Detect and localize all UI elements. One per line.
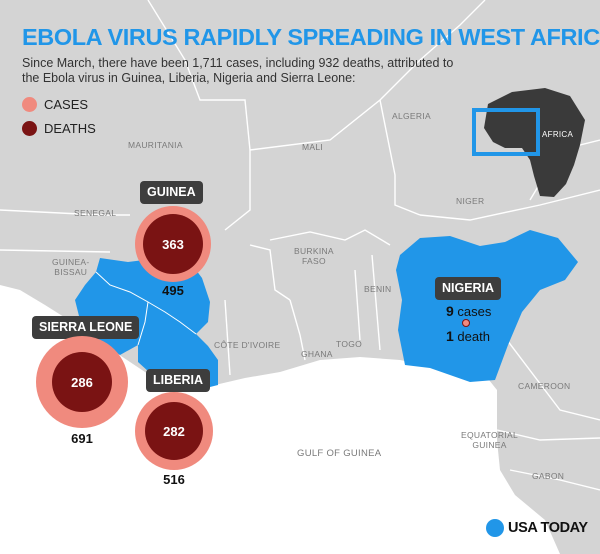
nigeria-cases: 9 cases <box>446 303 491 319</box>
nigeria-tag: NIGERIA <box>435 277 502 300</box>
nigeria-deaths-word: death <box>457 329 490 344</box>
label-guinea-bissau: GUINEA- BISSAU <box>52 257 90 277</box>
africa-inset-highlight <box>472 108 540 156</box>
label-cote-divoire: CÔTE D'IVOIRE <box>214 340 281 350</box>
page-subtitle: Since March, there have been 1,711 cases… <box>22 56 454 85</box>
label-cameroon: CAMEROON <box>518 381 571 391</box>
guinea-cases-value: 495 <box>162 283 184 298</box>
guinea-tag: GUINEA <box>140 181 203 204</box>
guinea-deaths-value: 363 <box>143 214 203 274</box>
sierra-leone-cases-bubble: 286 <box>36 336 128 428</box>
sierra-leone-tag: SIERRA LEONE <box>32 316 140 339</box>
label-togo: TOGO <box>336 339 363 349</box>
label-senegal: SENEGAL <box>74 208 117 218</box>
label-gulf-of-guinea: GULF OF GUINEA <box>297 448 382 459</box>
legend-cases-swatch <box>22 97 37 112</box>
label-africa-inset: AFRICA <box>542 130 574 139</box>
page-title: EBOLA VIRUS RAPIDLY SPREADING IN WEST AF… <box>22 24 600 50</box>
brand-name: USA TODAY <box>508 520 588 536</box>
liberia-tag: LIBERIA <box>146 369 210 392</box>
label-gabon: GABON <box>532 471 565 481</box>
liberia-deaths-value: 282 <box>145 402 203 460</box>
nigeria-cases-word: cases <box>457 304 492 319</box>
label-niger: NIGER <box>456 196 485 206</box>
label-equatorial-guinea: EQUATORIAL GUINEA <box>461 430 519 450</box>
africa-inset-shape <box>484 88 585 197</box>
legend-cases-label: CASES <box>44 97 89 112</box>
legend-cases: CASES <box>22 97 88 112</box>
nigeria-marker <box>462 319 470 327</box>
label-benin: BENIN <box>364 284 392 294</box>
africa-inset <box>472 88 585 197</box>
nigeria-deaths-number: 1 <box>446 328 454 344</box>
affected-borders <box>95 271 197 346</box>
nigeria-cases-number: 9 <box>446 303 454 319</box>
label-mali: MALI <box>302 142 324 152</box>
label-ghana: GHANA <box>301 349 333 359</box>
liberia-cases-bubble: 282 <box>135 392 213 470</box>
liberia-cases-value: 516 <box>163 472 185 487</box>
usa-today-dot-icon <box>486 519 504 537</box>
label-algeria: ALGERIA <box>392 111 431 121</box>
nigeria-deaths: 1 death <box>446 328 490 344</box>
legend-deaths-swatch <box>22 121 37 136</box>
nigeria-shape <box>396 230 578 382</box>
legend-deaths-label: DEATHS <box>44 121 96 136</box>
sierra-leone-cases-value: 691 <box>71 431 93 446</box>
sierra-leone-deaths-value: 286 <box>52 352 112 412</box>
usa-today-logo: USA TODAY <box>486 519 588 537</box>
guinea-cases-bubble: 363 <box>135 206 211 282</box>
label-burkina-faso: BURKINA FASO <box>294 246 334 266</box>
label-mauritania: MAURITANIA <box>128 140 183 150</box>
legend-deaths: DEATHS <box>22 121 96 136</box>
